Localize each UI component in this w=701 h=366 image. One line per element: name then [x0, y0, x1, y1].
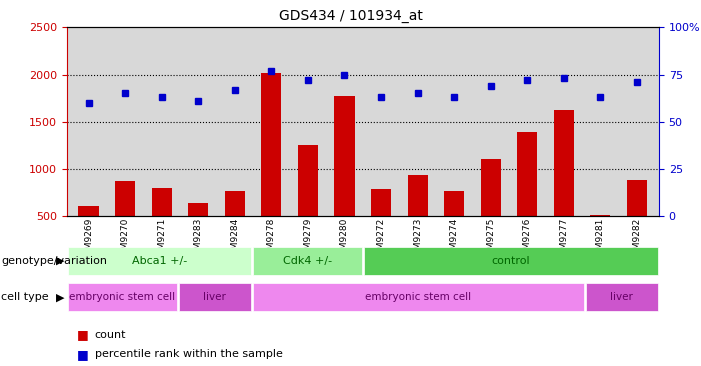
Bar [115, 181, 135, 216]
Bar [590, 215, 611, 216]
Bar [188, 203, 208, 216]
Bar [371, 188, 391, 216]
Bar [334, 96, 355, 216]
Bar [68, 283, 177, 311]
Text: cell type: cell type [1, 292, 49, 302]
Bar [225, 191, 245, 216]
Text: ▶: ▶ [56, 256, 64, 266]
Text: embryonic stem cell: embryonic stem cell [69, 292, 175, 302]
Bar [364, 247, 658, 275]
Bar [79, 206, 99, 216]
Bar [444, 191, 464, 216]
Text: genotype/variation: genotype/variation [1, 256, 107, 266]
Bar [517, 132, 538, 216]
Text: liver: liver [203, 292, 226, 302]
Bar [253, 283, 584, 311]
Bar [261, 73, 281, 216]
Bar [151, 188, 172, 216]
Bar [481, 160, 501, 216]
Text: GDS434 / 101934_at: GDS434 / 101934_at [278, 9, 423, 23]
Bar [298, 145, 318, 216]
Text: Abca1 +/-: Abca1 +/- [132, 256, 186, 266]
Text: embryonic stem cell: embryonic stem cell [365, 292, 471, 302]
Text: liver: liver [611, 292, 634, 302]
Bar [407, 175, 428, 216]
Text: ■: ■ [77, 348, 89, 361]
Text: ▶: ▶ [56, 292, 64, 302]
Bar [586, 283, 658, 311]
Bar [179, 283, 250, 311]
Text: count: count [95, 330, 126, 340]
Text: Cdk4 +/-: Cdk4 +/- [283, 256, 332, 266]
Text: ■: ■ [77, 328, 89, 341]
Bar [627, 180, 647, 216]
Text: control: control [491, 256, 530, 266]
Bar [554, 111, 574, 216]
Text: percentile rank within the sample: percentile rank within the sample [95, 349, 283, 359]
Bar [68, 247, 250, 275]
Bar [253, 247, 362, 275]
